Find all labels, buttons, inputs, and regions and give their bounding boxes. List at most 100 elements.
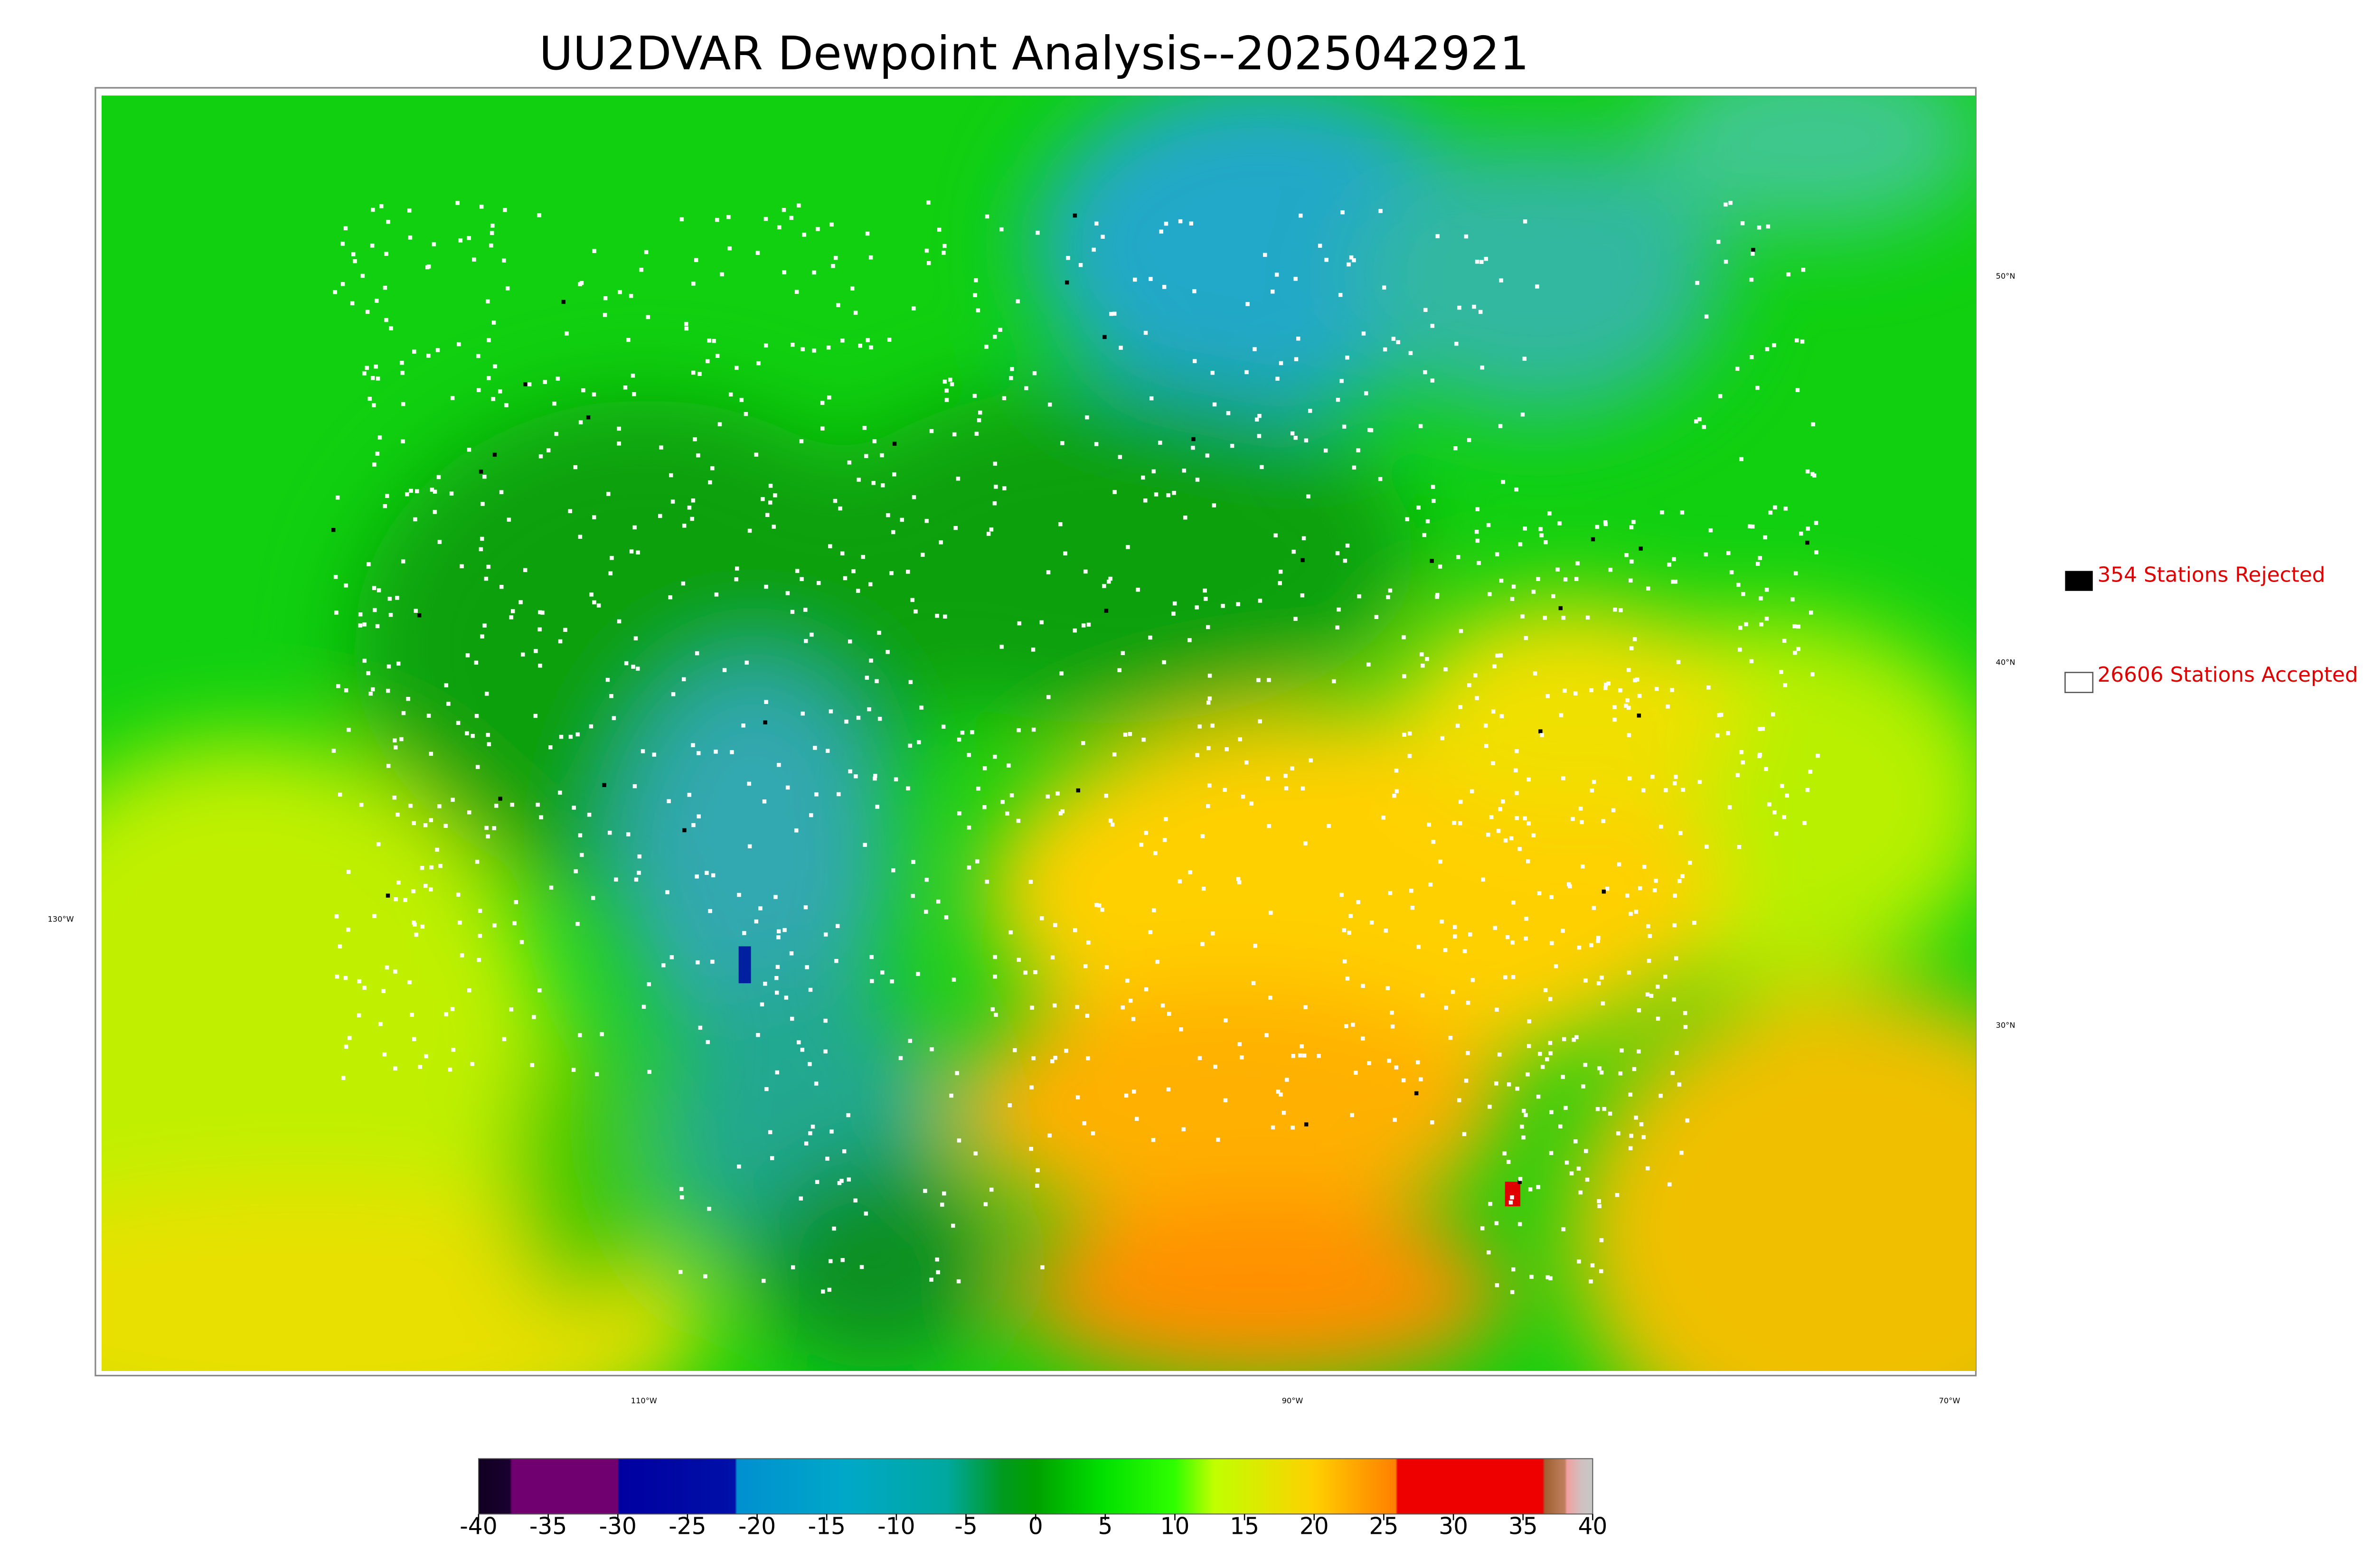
station-dot: [490, 224, 495, 228]
station-dot: [523, 568, 528, 573]
station-dot: [1563, 577, 1568, 582]
station-dot: [1646, 586, 1650, 591]
station-dot: [1258, 719, 1262, 723]
station-dot: [537, 213, 541, 217]
station-dot: [631, 665, 635, 669]
station-dot: [1608, 1111, 1612, 1116]
station-dot: [460, 564, 464, 569]
station-dot: [1802, 821, 1807, 825]
station-dot: [1738, 648, 1742, 652]
station-dot: [612, 716, 616, 720]
station-dot: [1735, 366, 1740, 371]
station-dot: [592, 249, 596, 253]
station-dot: [1046, 794, 1050, 799]
colorbar-tick-label: -20: [738, 1513, 776, 1540]
station-dot: [1499, 578, 1504, 583]
station-dot: [1212, 402, 1217, 407]
station-dot: [1201, 886, 1206, 891]
station-dot: [1659, 825, 1663, 829]
station-dot: [592, 515, 596, 519]
station-dot: [1545, 1275, 1550, 1279]
station-dot: [492, 826, 496, 830]
station-dot: [929, 429, 934, 433]
station-dot: [548, 745, 553, 750]
station-dot: [1121, 1005, 1125, 1010]
station-dot: [1119, 346, 1123, 350]
station-dot: [331, 749, 336, 753]
station-dot: [851, 569, 856, 573]
station-dot: [403, 898, 407, 902]
station-dot: [1524, 917, 1528, 921]
station-dot: [1783, 683, 1788, 687]
station-dot: [538, 663, 542, 668]
station-dot: [471, 733, 475, 738]
station-dot: [1414, 1091, 1419, 1096]
station-dot: [1148, 635, 1152, 640]
station-dot: [1318, 244, 1322, 248]
station-dot: [1033, 970, 1037, 975]
station-dot: [1566, 882, 1571, 886]
station-dot: [1766, 224, 1771, 229]
station-dot: [717, 422, 722, 426]
station-dot: [1796, 624, 1800, 629]
station-dot: [358, 623, 362, 628]
station-dot: [1342, 959, 1347, 964]
station-dot: [592, 392, 596, 397]
station-dot: [573, 465, 578, 469]
station-dot: [1276, 1089, 1281, 1094]
station-dot: [829, 709, 833, 714]
station-dot: [1625, 893, 1630, 898]
station-dot: [754, 452, 758, 457]
station-dot: [344, 688, 349, 693]
station-dot: [433, 510, 437, 514]
station-dot: [1758, 727, 1762, 731]
station-dot: [1300, 593, 1305, 598]
station-dot: [418, 1065, 422, 1069]
station-dot: [412, 920, 416, 925]
station-dot: [912, 306, 916, 310]
station-dot: [868, 255, 873, 260]
station-dot: [1740, 221, 1745, 225]
station-dot: [1339, 892, 1344, 897]
station-dot: [747, 528, 752, 533]
station-dot: [1483, 723, 1488, 728]
station-dot: [1536, 577, 1540, 581]
station-dot: [377, 588, 381, 592]
station-dot: [401, 402, 405, 406]
station-dot: [916, 972, 920, 976]
station-dot: [1266, 776, 1270, 781]
station-dot: [400, 361, 404, 365]
station-dot: [1291, 1054, 1296, 1058]
station-dot: [773, 493, 777, 498]
station-dot: [756, 1033, 760, 1037]
station-dot: [1281, 1110, 1286, 1115]
station-dot: [955, 1071, 959, 1075]
station-dot: [472, 257, 476, 262]
station-dot: [1300, 1044, 1304, 1049]
station-dot: [873, 774, 877, 778]
station-dot: [467, 988, 471, 993]
station-dot: [880, 970, 885, 975]
station-dot: [408, 235, 413, 240]
station-dot: [1195, 753, 1199, 757]
station-dot: [1206, 700, 1211, 705]
station-dot: [1583, 1062, 1587, 1067]
station-dot: [1304, 438, 1309, 442]
station-dot: [815, 1180, 820, 1184]
station-dot: [1667, 563, 1671, 567]
station-dot: [1727, 805, 1732, 809]
station-dot: [1244, 761, 1249, 765]
station-dot: [900, 517, 904, 522]
station-dot: [498, 389, 502, 394]
station-dot: [853, 310, 858, 315]
colorbar-tick-label: 10: [1160, 1513, 1190, 1540]
station-dot: [739, 398, 744, 402]
station-dot: [914, 609, 918, 614]
station-dot: [741, 723, 745, 728]
station-dot: [1475, 507, 1480, 511]
station-dot: [1741, 760, 1745, 765]
station-dot: [1488, 1105, 1492, 1109]
lat-label: 30°N: [1996, 1021, 2016, 1030]
station-dot: [891, 868, 895, 873]
